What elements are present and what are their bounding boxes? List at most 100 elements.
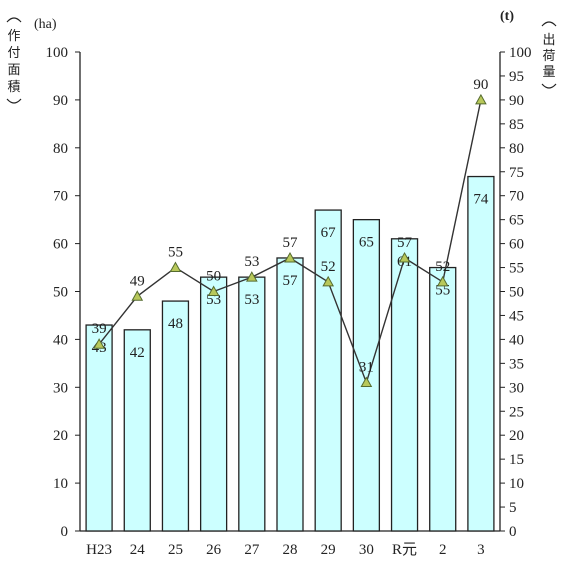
right-tick-label: 40 xyxy=(509,332,524,348)
left-tick-label: 100 xyxy=(46,45,69,61)
x-tick-label: 27 xyxy=(244,542,260,558)
right-tick-label: 85 xyxy=(509,117,524,133)
x-tick-label: 29 xyxy=(321,542,336,558)
line-value-label: 57 xyxy=(397,235,413,251)
x-tick-label: H23 xyxy=(86,542,112,558)
line-value-label: 31 xyxy=(359,360,374,376)
bar-3 xyxy=(199,276,228,532)
line-point-marker xyxy=(169,261,182,273)
left-tick-label: 90 xyxy=(53,93,68,109)
right-tick-label: 35 xyxy=(509,356,524,372)
line-point-marker xyxy=(322,275,335,287)
left-tick-label: 50 xyxy=(53,285,68,301)
axis-title-char: 面 xyxy=(7,63,20,78)
line-value-label: 49 xyxy=(130,273,145,289)
right-tick-label: 65 xyxy=(509,213,524,229)
line-point-marker xyxy=(131,290,144,301)
right-tick-label: 50 xyxy=(509,285,524,301)
left-tick-label: 70 xyxy=(53,189,68,205)
left-tick-label: 40 xyxy=(53,332,68,348)
line-value-label: 57 xyxy=(283,235,299,251)
bar-value-label: 53 xyxy=(244,292,259,308)
bar-4 xyxy=(238,276,266,532)
right-tick-label: 80 xyxy=(509,141,524,157)
x-tick-label: 26 xyxy=(206,542,222,558)
line-value-label: 90 xyxy=(473,77,488,93)
bar-value-label: 65 xyxy=(359,235,374,251)
x-tick-label: 28 xyxy=(283,542,298,558)
line-point-marker xyxy=(475,93,487,105)
right-tick-label: 45 xyxy=(509,308,524,324)
left-tick-label: 60 xyxy=(53,237,68,253)
x-tick-label: 3 xyxy=(477,542,485,558)
right-tick-label: 15 xyxy=(509,452,524,468)
axis-title-char: 出 xyxy=(542,33,555,48)
line-point-marker xyxy=(207,285,220,296)
title-bracket-bottom xyxy=(541,83,557,89)
bar-value-label: 42 xyxy=(130,345,145,361)
right-tick-label: 30 xyxy=(509,380,524,396)
line-value-label: 55 xyxy=(168,245,183,261)
line-value-labels: 39 49 55 50 53 57 52 31 57 52 90 xyxy=(92,77,489,376)
line-point-marker xyxy=(245,271,258,282)
line-point-marker xyxy=(436,275,449,287)
x-tick-label: R元 xyxy=(392,542,417,558)
right-tick-label: 20 xyxy=(509,428,524,444)
left-tick-label: 20 xyxy=(53,428,68,444)
right-tick-label: 75 xyxy=(509,165,524,181)
bars-group xyxy=(85,175,495,532)
bar-8 xyxy=(390,238,419,532)
axis-title-char: 量 xyxy=(542,65,555,80)
bar-6 xyxy=(314,209,342,532)
right-tick-label: 25 xyxy=(509,404,524,420)
bar-5 xyxy=(276,257,304,532)
axis-title-char: 作 xyxy=(7,29,20,44)
right-tick-label: 95 xyxy=(509,69,524,85)
bar-2 xyxy=(161,300,190,532)
left-tick-label: 10 xyxy=(53,476,68,492)
line-point-marker xyxy=(284,251,296,263)
right-tick-label: 10 xyxy=(509,476,524,492)
bar-value-label: 53 xyxy=(206,292,221,308)
bar-9 xyxy=(429,266,457,532)
bar-value-label: 55 xyxy=(435,283,450,299)
bar-value-label: 74 xyxy=(473,192,489,208)
axis-title-char: 付 xyxy=(7,46,20,61)
bar-value-label: 48 xyxy=(168,316,183,332)
line-value-label: 53 xyxy=(244,254,259,270)
left-axis-ticks: 0 10 20 30 40 50 60 70 80 90 100 xyxy=(46,45,80,540)
bar-value-label: 57 xyxy=(283,273,299,289)
right-axis-ticks: 0 5 10 15 20 25 30 35 40 45 50 55 60 65 70 75 80 85 90 95 10… xyxy=(500,45,532,540)
axis-title-char: 積 xyxy=(7,80,20,95)
right-tick-label: 100 xyxy=(509,45,532,61)
bar-7 xyxy=(352,218,381,532)
right-tick-label: 5 xyxy=(509,500,517,516)
right-tick-label: 90 xyxy=(509,93,524,109)
line-point-marker xyxy=(398,251,411,263)
x-tick-label: 25 xyxy=(168,542,183,558)
title-bracket-top xyxy=(6,17,22,23)
line-value-label: 52 xyxy=(435,259,450,275)
right-axis-unit: (t) xyxy=(500,9,514,24)
line-series-group xyxy=(93,93,487,388)
title-bracket-top xyxy=(541,21,557,27)
line-point-marker xyxy=(93,338,105,349)
x-tick-label: 30 xyxy=(359,542,374,558)
bar-1 xyxy=(123,329,151,532)
line-value-label: 39 xyxy=(92,321,107,337)
axis-title-char: 荷 xyxy=(542,49,555,64)
x-tick-label: 2 xyxy=(439,542,447,558)
left-tick-label: 0 xyxy=(61,524,69,540)
bar-value-label: 67 xyxy=(321,225,337,241)
right-tick-label: 70 xyxy=(509,189,524,205)
left-axis-unit: (ha) xyxy=(34,17,57,32)
right-axis-title: 出荷量 xyxy=(541,21,557,89)
right-tick-label: 0 xyxy=(509,524,517,540)
bar-value-labels: 4342485353576765615574 xyxy=(92,192,489,361)
title-bracket-bottom xyxy=(6,98,22,104)
x-tick-label: 24 xyxy=(130,542,146,558)
line-value-label: 52 xyxy=(321,259,336,275)
right-tick-label: 55 xyxy=(509,261,524,277)
